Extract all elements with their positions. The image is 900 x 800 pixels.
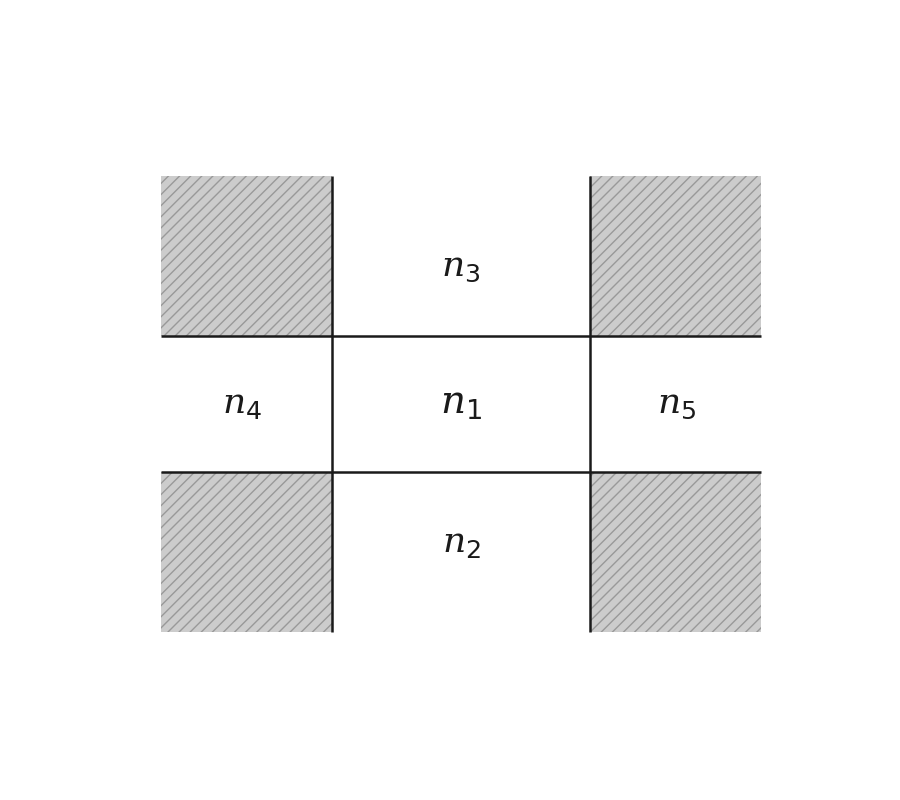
- Text: n$_2$: n$_2$: [442, 526, 481, 560]
- Bar: [590, 176, 761, 336]
- Bar: [161, 176, 332, 336]
- Text: n$_3$: n$_3$: [441, 250, 482, 284]
- Bar: [161, 472, 332, 632]
- Text: n$_1$: n$_1$: [440, 386, 482, 422]
- Text: n$_4$: n$_4$: [222, 387, 263, 421]
- Bar: [590, 472, 761, 632]
- Text: n$_5$: n$_5$: [658, 387, 697, 421]
